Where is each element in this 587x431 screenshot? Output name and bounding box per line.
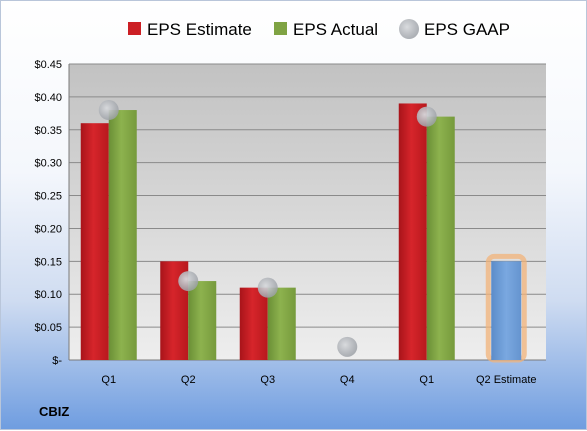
x-tick-label: Q2 Estimate [476, 374, 537, 386]
x-tick-label: Q1 [419, 374, 434, 386]
bar-eps-actual [108, 110, 137, 361]
x-tick-label: Q2 [181, 374, 196, 386]
x-tick-label: Q1 [101, 374, 116, 386]
legend-entry: EPS GAAP [424, 20, 510, 39]
y-tick-label: $0.45 [34, 59, 62, 71]
legend-entry: EPS Actual [293, 20, 378, 39]
bar-eps-actual [188, 281, 217, 360]
plot-background [69, 64, 546, 360]
y-tick-label: $0.10 [34, 289, 62, 301]
point-eps-gaap [178, 271, 199, 292]
y-tick-label: $0.20 [34, 223, 62, 235]
point-eps-gaap [257, 277, 278, 298]
bar-eps-estimate [239, 287, 268, 360]
x-tick-label: Q4 [340, 374, 355, 386]
point-eps-gaap [337, 336, 358, 357]
legend: EPS Estimate EPS Actual EPS GAAP [128, 19, 510, 39]
bar-eps-actual [267, 287, 296, 360]
y-tick-label: $0.15 [34, 256, 62, 268]
y-tick-label: $0.05 [34, 322, 62, 334]
legend-swatch [128, 22, 141, 35]
bar-eps-estimate [80, 123, 109, 360]
plot-area: $- $0.05 $0.10 $0.15 $0.20 $0.25 $0.30 $0.35 $0.… [34, 59, 546, 386]
point-eps-gaap [98, 100, 119, 121]
point-eps-gaap [416, 106, 437, 127]
x-tick-label: Q3 [260, 374, 275, 386]
y-tick-label: $0.30 [34, 158, 62, 170]
y-tick-label: $0.40 [34, 92, 62, 104]
bar-eps-estimate [398, 103, 427, 360]
y-tick-label: $- [52, 355, 62, 367]
bar-eps-actual [426, 116, 455, 360]
legend-entry: EPS Estimate [147, 20, 252, 39]
y-tick-label: $0.35 [34, 125, 62, 137]
bar-q2-estimate [491, 261, 522, 360]
company-label: CBIZ [39, 404, 69, 419]
legend-swatch [399, 19, 419, 39]
legend-swatch [274, 22, 287, 35]
y-tick-label: $0.25 [34, 191, 62, 203]
